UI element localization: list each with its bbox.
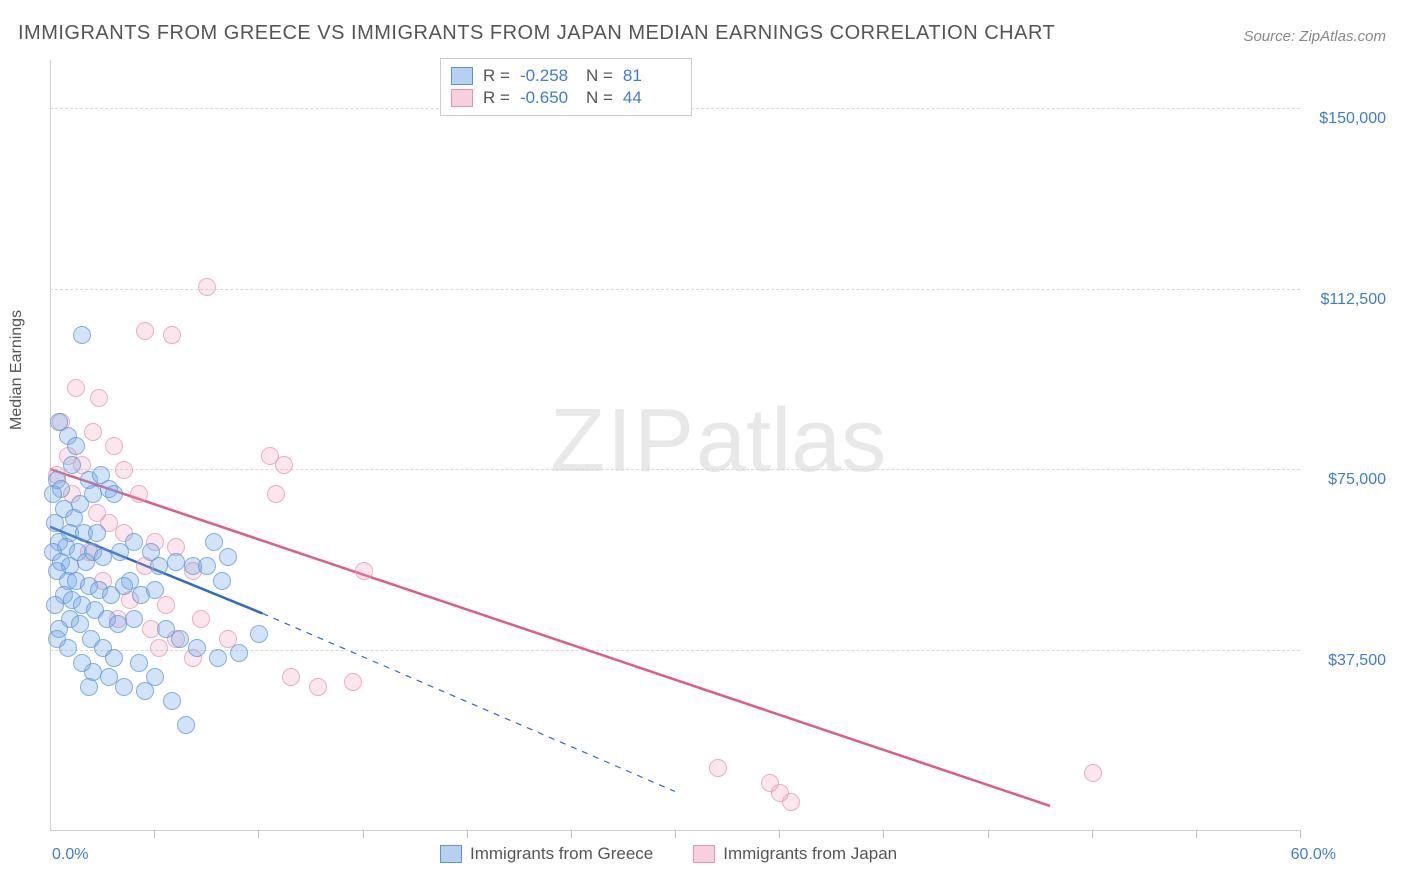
data-point [209, 649, 227, 667]
data-point [250, 625, 268, 643]
data-point [84, 485, 102, 503]
data-point [219, 548, 237, 566]
data-point [105, 649, 123, 667]
legend-item-b: Immigrants from Japan [693, 844, 897, 864]
stats-row-a: R = -0.258 N = 81 [451, 65, 679, 87]
data-point [63, 456, 81, 474]
data-point [105, 485, 123, 503]
plot-area [50, 60, 1301, 831]
data-point [88, 524, 106, 542]
legend-swatch-blue-icon [440, 845, 462, 863]
data-point [344, 673, 362, 691]
x-tick-mark [1092, 830, 1093, 838]
y-tick-label: $112,500 [1320, 291, 1386, 309]
data-point [46, 596, 64, 614]
chart-title: IMMIGRANTS FROM GREECE VS IMMIGRANTS FRO… [18, 22, 1055, 45]
data-point [157, 596, 175, 614]
data-point [80, 678, 98, 696]
data-point [115, 577, 133, 595]
x-tick-mark [779, 830, 780, 838]
data-point [94, 548, 112, 566]
data-point [213, 572, 231, 590]
y-tick-label: $150,000 [1319, 110, 1386, 128]
stats-row-b: R = -0.650 N = 44 [451, 87, 679, 109]
data-point [188, 639, 206, 657]
data-point [230, 644, 248, 662]
x-tick-mark [988, 830, 989, 838]
data-point [115, 461, 133, 479]
gridline [50, 289, 1300, 290]
stat-N-label-b: N = [586, 87, 613, 109]
x-tick-mark [467, 830, 468, 838]
stat-N-label: N = [586, 65, 613, 87]
x-tick-min: 0.0% [52, 846, 88, 864]
data-point [782, 793, 800, 811]
stat-R-label: R = [483, 65, 510, 87]
data-point [282, 668, 300, 686]
data-point [130, 654, 148, 672]
y-axis-label: Median Earnings [8, 310, 26, 430]
y-tick-label: $75,000 [1328, 471, 1386, 489]
data-point [77, 553, 95, 571]
x-tick-mark [675, 830, 676, 838]
legend-item-a: Immigrants from Greece [440, 844, 653, 864]
data-point [48, 630, 66, 648]
data-point [309, 678, 327, 696]
legend-label-b: Immigrants from Japan [723, 844, 897, 864]
stat-N-b: 44 [623, 87, 679, 109]
data-point [84, 423, 102, 441]
stat-N-a: 81 [623, 65, 679, 87]
swatch-pink-icon [451, 89, 473, 107]
y-tick-label: $37,500 [1328, 652, 1386, 670]
data-point [130, 485, 148, 503]
data-point [709, 759, 727, 777]
data-point [205, 533, 223, 551]
x-tick-mark [1196, 830, 1197, 838]
data-point [1084, 764, 1102, 782]
data-point [136, 322, 154, 340]
x-tick-mark [1300, 830, 1301, 838]
data-point [163, 692, 181, 710]
gridline [50, 469, 1300, 470]
data-point [73, 654, 91, 672]
legend-label-a: Immigrants from Greece [470, 844, 653, 864]
stats-box: R = -0.258 N = 81 R = -0.650 N = 44 [440, 58, 692, 116]
data-point [109, 615, 127, 633]
data-point [105, 437, 123, 455]
data-point [90, 389, 108, 407]
legend-swatch-pink-icon [693, 845, 715, 863]
source-label: Source: ZipAtlas.com [1243, 28, 1386, 45]
data-point [761, 774, 779, 792]
stat-R-a: -0.258 [520, 65, 576, 87]
stat-R-label-b: R = [483, 87, 510, 109]
data-point [115, 678, 133, 696]
data-point [355, 562, 373, 580]
x-tick-mark [363, 830, 364, 838]
x-tick-max: 60.0% [1291, 846, 1336, 864]
swatch-blue-icon [451, 67, 473, 85]
data-point [167, 553, 185, 571]
x-tick-mark [154, 830, 155, 838]
data-point [267, 485, 285, 503]
data-point [67, 437, 85, 455]
stat-R-b: -0.650 [520, 87, 576, 109]
x-tick-mark [258, 830, 259, 838]
data-point [171, 630, 189, 648]
x-tick-mark [571, 830, 572, 838]
legend: Immigrants from Greece Immigrants from J… [440, 844, 897, 864]
x-tick-mark [883, 830, 884, 838]
